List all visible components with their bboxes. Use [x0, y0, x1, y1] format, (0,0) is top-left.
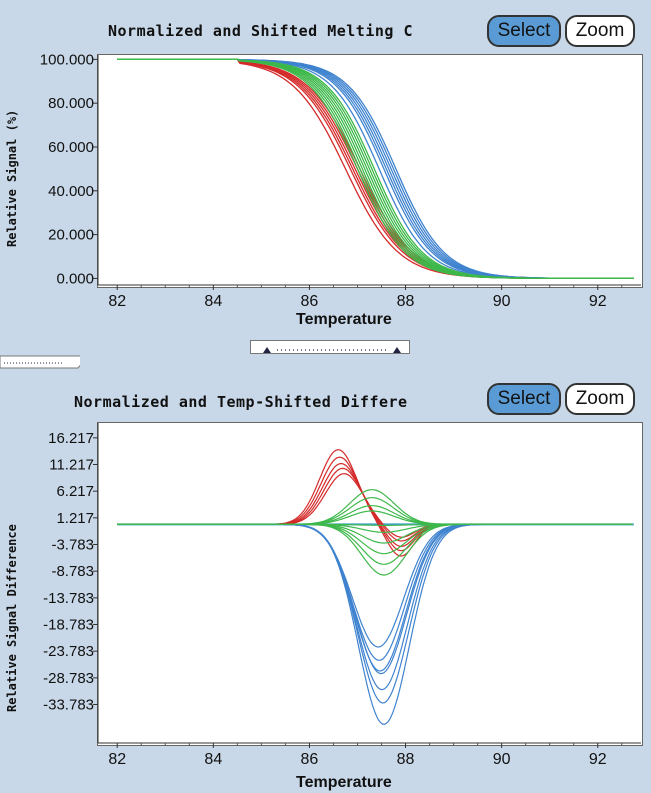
bottom-y-tick-label: 16.217: [48, 430, 94, 447]
top-x-tick-label: 88: [397, 293, 415, 310]
bottom-x-tick-label: 90: [493, 751, 511, 768]
top-y-tick-label: 20.000: [48, 227, 94, 244]
bottom-y-tick-label: -18.783: [43, 617, 94, 634]
top-y-tick-label: 40.000: [48, 183, 94, 200]
bottom-blue-diff-curve-5: [117, 523, 633, 672]
bottom-x-axis-label: Temperature: [296, 774, 392, 791]
bottom-y-tick-label: -13.783: [43, 590, 94, 607]
bottom-red-diff-curve-4: [117, 467, 633, 542]
top-y-tick-label: 0.000: [56, 270, 94, 287]
bottom-red-diff-curve-3: [117, 463, 633, 548]
top-x-tick-label: 82: [108, 293, 126, 310]
bottom-y-tick-label: -3.783: [51, 537, 94, 554]
bottom-y-tick-label: -28.783: [43, 670, 94, 687]
bottom-red-diff-curve-1: [117, 449, 633, 557]
bottom-x-tick-label: 92: [589, 751, 607, 768]
top-chart-title: Normalized and Shifted Melting C: [108, 22, 413, 40]
bottom-chart-title: Normalized and Temp-Shifted Differe: [74, 393, 408, 411]
bottom-x-tick-label: 88: [397, 751, 415, 768]
bottom-y-tick-label: -8.783: [51, 563, 94, 580]
panel-splitter[interactable]: [250, 340, 410, 354]
top-x-tick-label: 84: [204, 293, 222, 310]
bottom-y-tick-label: 1.217: [56, 510, 94, 527]
top-x-axis-label: Temperature: [296, 311, 392, 328]
top-y-tick-label: 100.000: [40, 51, 94, 68]
bottom-blue-diff-curve-3: [117, 523, 633, 691]
top-y-tick-label: 80.000: [48, 95, 94, 112]
side-tab[interactable]: [0, 354, 80, 370]
bottom-green-diff-curve-8: [117, 523, 633, 555]
top-green-melt-curve-8: [117, 58, 634, 280]
bottom-blue-diff-curve-7: [117, 523, 633, 648]
splitter-arrows: [263, 347, 401, 353]
top-y-tick-label: 60.000: [48, 139, 94, 156]
top-zoom-button[interactable]: Zoom: [565, 15, 635, 47]
bottom-x-tick-label: 82: [108, 751, 126, 768]
bottom-y-axis-label: Relative Signal Difference: [5, 524, 19, 712]
bottom-x-tick-label: 84: [204, 751, 222, 768]
bottom-x-tick-label: 86: [301, 751, 319, 768]
bottom-y-tick-label: -23.783: [43, 643, 94, 660]
bottom-zoom-button[interactable]: Zoom: [565, 383, 635, 415]
bottom-red-diff-curve-2: [117, 456, 633, 552]
splitter-left-arrow-icon: [263, 347, 271, 353]
bottom-blue-diff-curve-4: [117, 523, 633, 675]
bottom-green-diff-curve-9: [117, 523, 633, 565]
bottom-y-tick-label: 11.217: [49, 457, 94, 474]
splitter-right-arrow-icon: [393, 347, 401, 353]
bottom-select-button[interactable]: Select: [487, 383, 561, 415]
top-x-tick-label: 90: [493, 293, 511, 310]
top-x-tick-label: 86: [301, 293, 319, 310]
bottom-green-diff-curve-10: [117, 523, 633, 576]
top-x-tick-label: 92: [589, 293, 607, 310]
top-select-button[interactable]: Select: [487, 15, 561, 47]
top-chart-svg: 82 84 86 88 90 92 0.000 20.000 40.000 60.000 80.00…: [40, 51, 641, 310]
bottom-plot-area[interactable]: [97, 422, 643, 746]
bottom-green-diff-curve-7: [117, 523, 633, 544]
bottom-blue-diff-curve-6: [117, 523, 633, 661]
bottom-y-tick-label: -33.783: [43, 697, 94, 714]
bottom-y-tick-label: 6.217: [56, 483, 94, 500]
